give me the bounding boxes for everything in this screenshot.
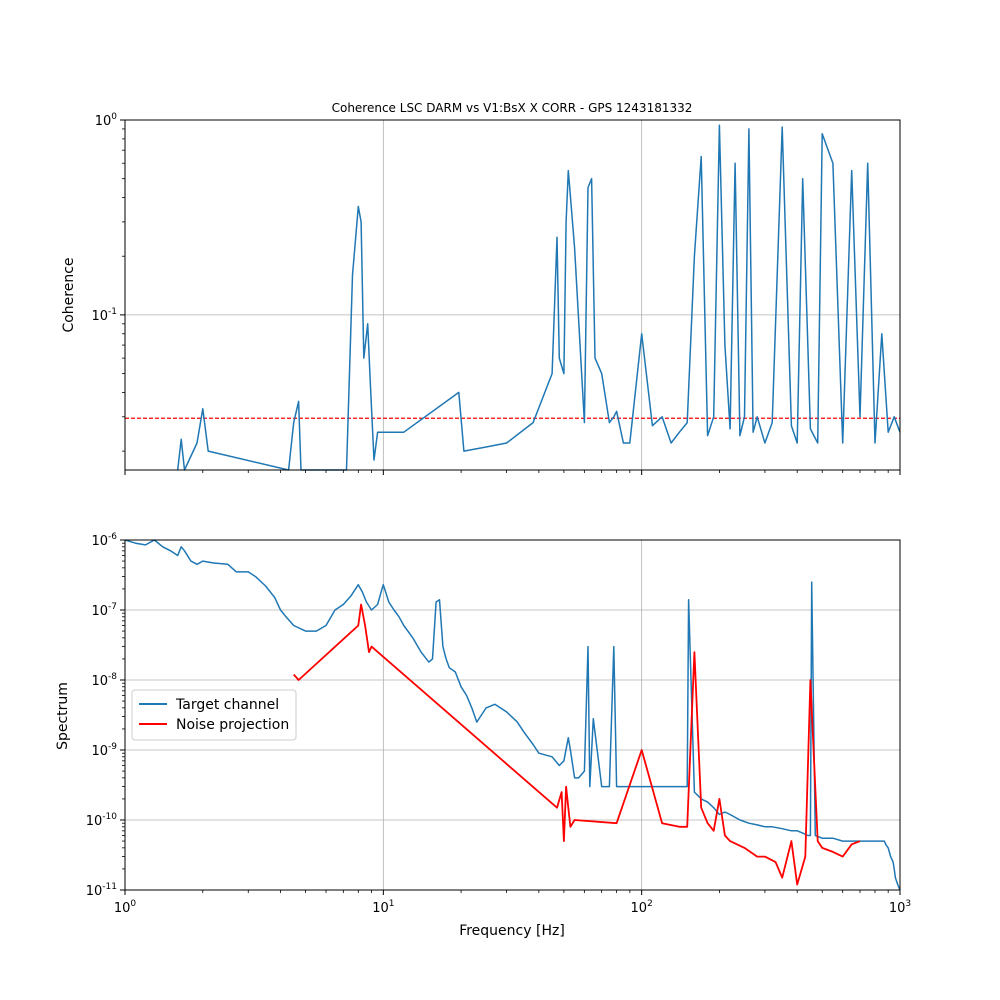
chart-title: Coherence LSC DARM vs V1:BsX X CORR - GP… bbox=[332, 101, 693, 115]
y-tick-label: 10-6 bbox=[91, 532, 117, 549]
legend-label-noise-projection: Noise projection bbox=[176, 717, 289, 733]
y-tick-label: 10-8 bbox=[91, 672, 117, 689]
x-tick-label: 103 bbox=[889, 899, 911, 916]
y-tick-label: 10-10 bbox=[86, 812, 118, 829]
plot-area-top bbox=[125, 120, 900, 470]
y-tick-label: 10-1 bbox=[91, 307, 117, 324]
y-tick-label: 10-7 bbox=[91, 602, 117, 619]
spectrum-panel: Spectrum Frequency [Hz] 100 101 102 103 10-1… bbox=[55, 532, 911, 939]
x-tick-label: 100 bbox=[114, 899, 137, 916]
grid-top bbox=[125, 120, 900, 470]
axes-frame-top bbox=[124, 119, 901, 471]
ticks-bottom: 100 101 102 103 10-11 10-10 10-9 10-8 10-7 10-6 bbox=[86, 532, 911, 916]
coherence-series bbox=[125, 124, 901, 471]
x-tick-label: 102 bbox=[631, 899, 653, 916]
series-line bbox=[176, 124, 901, 471]
axes-frame-bottom bbox=[124, 539, 901, 891]
noise-projection-line bbox=[293, 603, 861, 886]
frequency-x-label: Frequency [Hz] bbox=[459, 923, 565, 939]
x-tick-label: 101 bbox=[372, 899, 394, 916]
coherence-y-label: Coherence bbox=[61, 257, 77, 332]
spectrum-y-label: Spectrum bbox=[55, 682, 71, 750]
y-tick-label: 10-11 bbox=[86, 882, 117, 899]
grid-bottom bbox=[125, 540, 900, 890]
legend-box bbox=[131, 689, 297, 741]
legend-label-target-channel: Target channel bbox=[175, 697, 279, 713]
y-tick-label: 10-9 bbox=[91, 742, 117, 759]
target-channel-line bbox=[124, 539, 901, 891]
y-tick-label: 100 bbox=[95, 112, 118, 129]
spectrum-series bbox=[124, 539, 901, 891]
legend: Target channel Noise projection bbox=[131, 689, 297, 741]
coherence-panel: Coherence LSC DARM vs V1:BsX X CORR - GP… bbox=[61, 101, 901, 475]
